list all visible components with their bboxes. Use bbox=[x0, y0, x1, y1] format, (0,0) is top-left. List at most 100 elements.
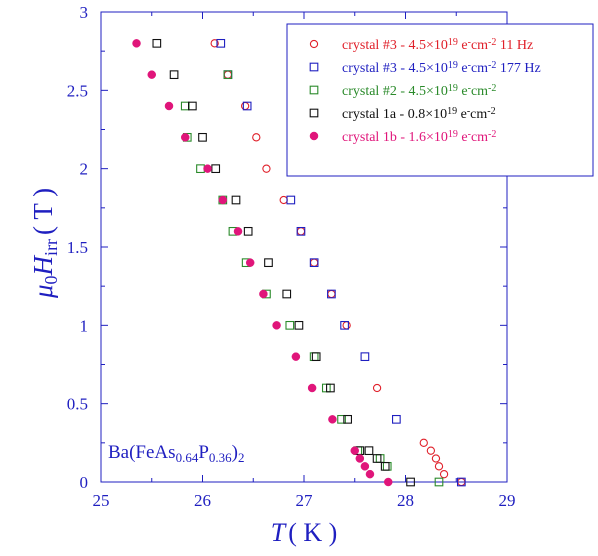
y-tick-label: 0.5 bbox=[67, 395, 88, 414]
data-point bbox=[286, 195, 296, 205]
data-point bbox=[365, 469, 375, 479]
data-point bbox=[426, 446, 436, 455]
data-point bbox=[169, 70, 179, 80]
legend: crystal #3 - 4.5×1019 e-cm-2 11 Hz crysta… bbox=[286, 23, 594, 177]
legend-marker bbox=[309, 62, 319, 72]
data-point bbox=[355, 454, 365, 463]
series-4 bbox=[152, 38, 415, 487]
data-point bbox=[240, 101, 250, 111]
y-tick-label: 2.5 bbox=[67, 81, 88, 100]
series-3 bbox=[180, 70, 444, 487]
data-point bbox=[262, 164, 271, 173]
data-point bbox=[285, 320, 295, 330]
data-point bbox=[264, 258, 273, 268]
data-point bbox=[180, 133, 190, 142]
legend-marker bbox=[309, 39, 319, 49]
y-tick-label: 1.5 bbox=[67, 238, 88, 257]
data-point bbox=[406, 477, 415, 487]
data-point bbox=[380, 461, 390, 471]
data-point bbox=[375, 454, 385, 463]
legend-item: crystal #2 - 4.5×1019 e-cm-2 bbox=[309, 83, 496, 99]
data-point bbox=[203, 164, 212, 173]
data-point bbox=[296, 227, 306, 236]
y-axis-title: μ0Hirr( T ) bbox=[28, 188, 61, 299]
data-point bbox=[188, 101, 197, 111]
data-point bbox=[147, 70, 156, 79]
data-point bbox=[434, 462, 444, 471]
data-point bbox=[434, 477, 444, 487]
x-tick-label: 28 bbox=[397, 491, 414, 510]
data-point bbox=[196, 164, 205, 174]
data-point bbox=[360, 462, 370, 471]
x-axis-title: T( K ) bbox=[271, 518, 338, 547]
data-point bbox=[152, 38, 162, 48]
data-point bbox=[439, 470, 449, 479]
data-point bbox=[282, 289, 292, 299]
x-tick-label: 25 bbox=[93, 491, 110, 510]
legend-label: crystal 1b - 1.6×1019 e-cm-2 bbox=[342, 129, 496, 145]
data-point bbox=[223, 70, 233, 80]
data-point bbox=[382, 461, 392, 471]
legend-item: crystal #3 - 4.5×1019 e-cm-2 11 Hz bbox=[309, 37, 533, 53]
legend-label: crystal #3 - 4.5×1019 e-cm-2 11 Hz bbox=[342, 37, 533, 53]
y-tick-label: 0 bbox=[80, 473, 89, 492]
data-point bbox=[309, 352, 319, 362]
data-point bbox=[132, 39, 141, 48]
data-point bbox=[350, 446, 359, 455]
data-point bbox=[307, 383, 317, 393]
legend-label: crystal #2 - 4.5×1019 e-cm-2 bbox=[342, 83, 496, 99]
data-point bbox=[218, 195, 228, 205]
data-point bbox=[231, 195, 241, 205]
data-point bbox=[296, 226, 306, 236]
data-point bbox=[340, 320, 349, 330]
tick-labels: 25 26 27 28 29 0 0.5 1 1.5 2 2.5 3 bbox=[67, 3, 516, 510]
data-point bbox=[392, 414, 401, 424]
data-point bbox=[311, 352, 321, 362]
data-point bbox=[259, 289, 268, 299]
data-point bbox=[360, 352, 370, 362]
data-point bbox=[252, 133, 261, 142]
data-point bbox=[242, 101, 252, 111]
legend-marker bbox=[309, 131, 319, 141]
x-tick-label: 27 bbox=[296, 491, 314, 510]
data-point bbox=[180, 101, 190, 111]
data-point bbox=[431, 454, 441, 463]
legend-item: crystal 1a - 0.8×1019 e-cm-2 bbox=[309, 106, 496, 122]
legend-item: crystal #3 - 4.5×1019 e-cm-2 177 Hz bbox=[309, 60, 541, 76]
data-point bbox=[337, 414, 346, 424]
data-point bbox=[309, 258, 319, 268]
legend-label: crystal 1a - 0.8×1019 e-cm-2 bbox=[342, 106, 496, 122]
data-point bbox=[383, 477, 393, 487]
data-point bbox=[272, 321, 281, 330]
legend-marker bbox=[309, 108, 319, 118]
data-point bbox=[326, 383, 335, 393]
x-tick-label: 26 bbox=[194, 491, 211, 510]
data-point bbox=[211, 164, 221, 174]
data-point bbox=[364, 446, 374, 456]
data-point bbox=[343, 414, 352, 424]
data-point bbox=[243, 226, 253, 236]
legend-marker bbox=[309, 85, 319, 95]
data-points bbox=[132, 38, 466, 487]
legend-label: crystal #3 - 4.5×1019 e-cm-2 177 Hz bbox=[342, 60, 541, 76]
data-point bbox=[198, 132, 207, 142]
data-point bbox=[327, 289, 336, 299]
data-point bbox=[210, 39, 219, 48]
data-point bbox=[216, 38, 226, 48]
data-point bbox=[327, 289, 336, 299]
data-point bbox=[164, 101, 174, 111]
data-point bbox=[456, 477, 466, 487]
y-tick-label: 3 bbox=[80, 3, 89, 22]
data-point bbox=[233, 227, 243, 236]
data-point bbox=[309, 258, 319, 267]
legend-box bbox=[286, 23, 594, 177]
data-point bbox=[419, 438, 428, 447]
data-point bbox=[372, 454, 382, 463]
data-point bbox=[223, 70, 233, 79]
data-point bbox=[372, 383, 382, 393]
x-tick-label: 29 bbox=[499, 491, 516, 510]
y-tick-label: 1 bbox=[80, 316, 89, 335]
data-point bbox=[328, 415, 337, 424]
data-point bbox=[294, 320, 304, 330]
